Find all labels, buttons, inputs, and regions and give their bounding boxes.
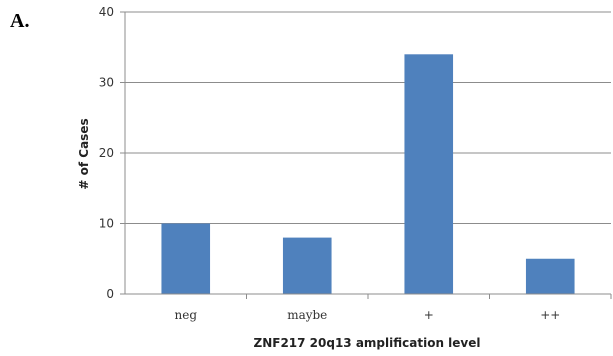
y-axis-label: # of Cases bbox=[77, 118, 91, 189]
x-tick-label: neg bbox=[174, 308, 197, 322]
x-axis-label: ZNF217 20q13 amplification level bbox=[254, 336, 481, 350]
gridlines bbox=[125, 11, 611, 224]
y-tick-label: 40 bbox=[99, 5, 114, 19]
bar-neg bbox=[161, 223, 211, 294]
bars bbox=[161, 54, 575, 294]
y-tick-label: 10 bbox=[99, 217, 114, 231]
y-tick-label: 20 bbox=[99, 146, 114, 160]
y-tick-labels: 0 10 20 30 40 bbox=[99, 5, 114, 301]
y-tick-label: 30 bbox=[99, 76, 114, 90]
bar-maybe bbox=[282, 237, 332, 294]
x-tick-label: ++ bbox=[540, 308, 560, 322]
x-tick-label: maybe bbox=[287, 308, 327, 322]
x-tick-label: + bbox=[424, 308, 434, 322]
y-tick-label: 0 bbox=[106, 287, 114, 301]
axes bbox=[120, 11, 612, 299]
panel-label: A. bbox=[10, 10, 30, 32]
bar-++ bbox=[525, 258, 575, 294]
bar-+ bbox=[404, 54, 454, 294]
x-tick-labels: neg maybe + ++ bbox=[174, 308, 560, 322]
